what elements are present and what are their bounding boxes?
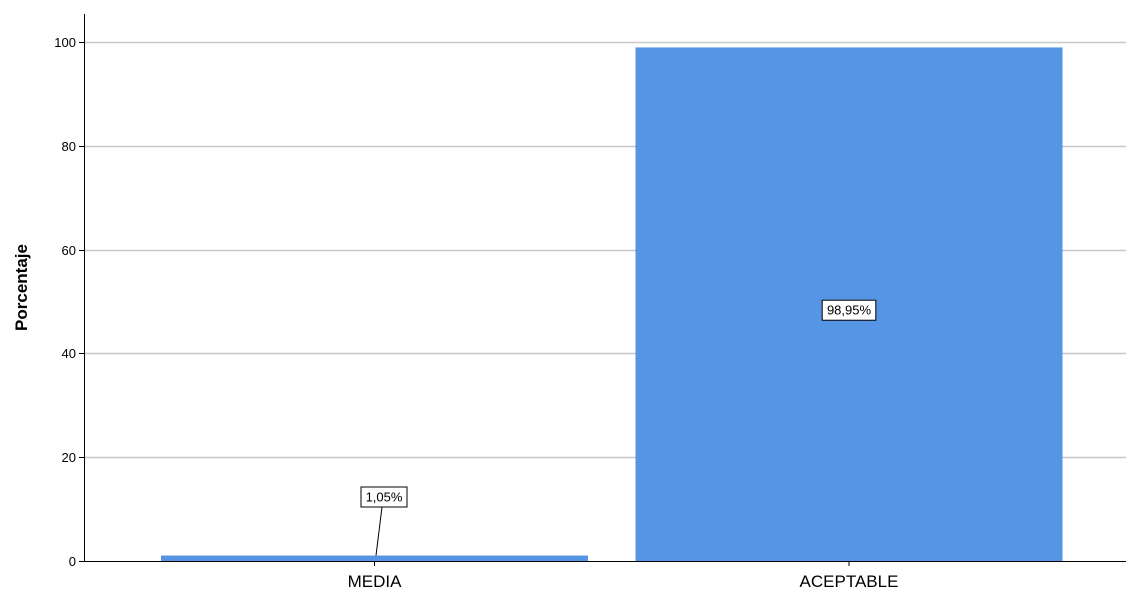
y-tick-label: 40	[62, 346, 76, 361]
data-label-box	[821, 299, 877, 321]
y-tick-label: 20	[62, 450, 76, 465]
y-tick-labels: 0 20 40 60 80 100	[54, 35, 84, 569]
data-label-text: 1,05%	[366, 490, 403, 505]
bar-media	[161, 555, 588, 561]
y-tick-label: 0	[69, 554, 76, 569]
y-axis-title: Porcentaje	[12, 244, 31, 331]
data-label-text: 98,95%	[827, 303, 872, 318]
bars	[161, 47, 1063, 561]
data-label-box	[360, 486, 408, 508]
x-tick-label: ACEPTABLE	[800, 572, 899, 591]
data-label-aceptable: 98,95%	[821, 299, 877, 321]
data-labels: 1,05% 98,95%	[360, 299, 877, 556]
y-tick-label: 80	[62, 139, 76, 154]
x-tick-label: MEDIA	[348, 572, 403, 591]
y-tick-label: 100	[54, 35, 76, 50]
y-tick-label: 60	[62, 243, 76, 258]
data-label-leader	[375, 506, 383, 556]
axes	[84, 14, 1126, 562]
data-label-media: 1,05%	[360, 486, 408, 508]
x-tick-labels: MEDIA ACEPTABLE	[348, 561, 899, 591]
